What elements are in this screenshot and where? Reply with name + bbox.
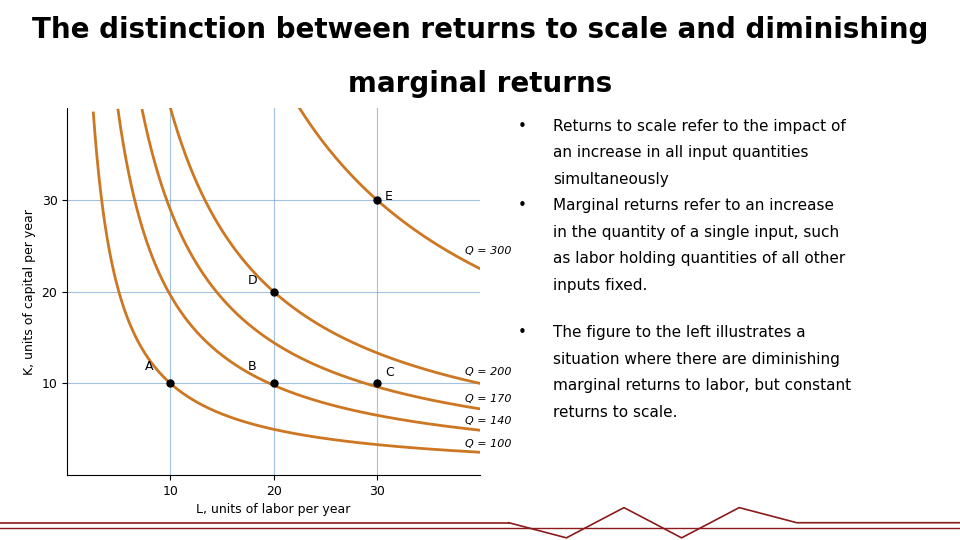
Y-axis label: K, units of capital per year: K, units of capital per year <box>23 208 36 375</box>
Text: an increase in all input quantities: an increase in all input quantities <box>553 145 808 160</box>
Text: •: • <box>517 325 526 340</box>
Text: simultaneously: simultaneously <box>553 172 669 187</box>
Text: The figure to the left illustrates a: The figure to the left illustrates a <box>553 325 805 340</box>
Text: marginal returns: marginal returns <box>348 70 612 98</box>
Text: •: • <box>517 198 526 213</box>
Text: Q = 300: Q = 300 <box>465 246 511 256</box>
Text: A: A <box>145 360 153 373</box>
Text: Returns to scale refer to the impact of: Returns to scale refer to the impact of <box>553 119 846 134</box>
Text: marginal returns to labor, but constant: marginal returns to labor, but constant <box>553 378 852 393</box>
Text: situation where there are diminishing: situation where there are diminishing <box>553 352 840 367</box>
X-axis label: L, units of labor per year: L, units of labor per year <box>197 503 350 516</box>
Text: Q = 170: Q = 170 <box>465 394 511 403</box>
Text: E: E <box>385 190 393 203</box>
Text: inputs fixed.: inputs fixed. <box>553 278 647 293</box>
Text: Q = 140: Q = 140 <box>465 416 511 426</box>
Text: Q = 100: Q = 100 <box>465 438 511 449</box>
Text: •: • <box>517 119 526 134</box>
Text: returns to scale.: returns to scale. <box>553 404 678 420</box>
Text: B: B <box>248 360 256 373</box>
Text: The distinction between returns to scale and diminishing: The distinction between returns to scale… <box>32 16 928 44</box>
Text: Q = 200: Q = 200 <box>465 367 511 377</box>
Text: D: D <box>248 274 257 287</box>
Text: Marginal returns refer to an increase: Marginal returns refer to an increase <box>553 198 834 213</box>
Text: in the quantity of a single input, such: in the quantity of a single input, such <box>553 225 839 240</box>
Text: C: C <box>385 366 394 379</box>
Text: as labor holding quantities of all other: as labor holding quantities of all other <box>553 251 845 266</box>
